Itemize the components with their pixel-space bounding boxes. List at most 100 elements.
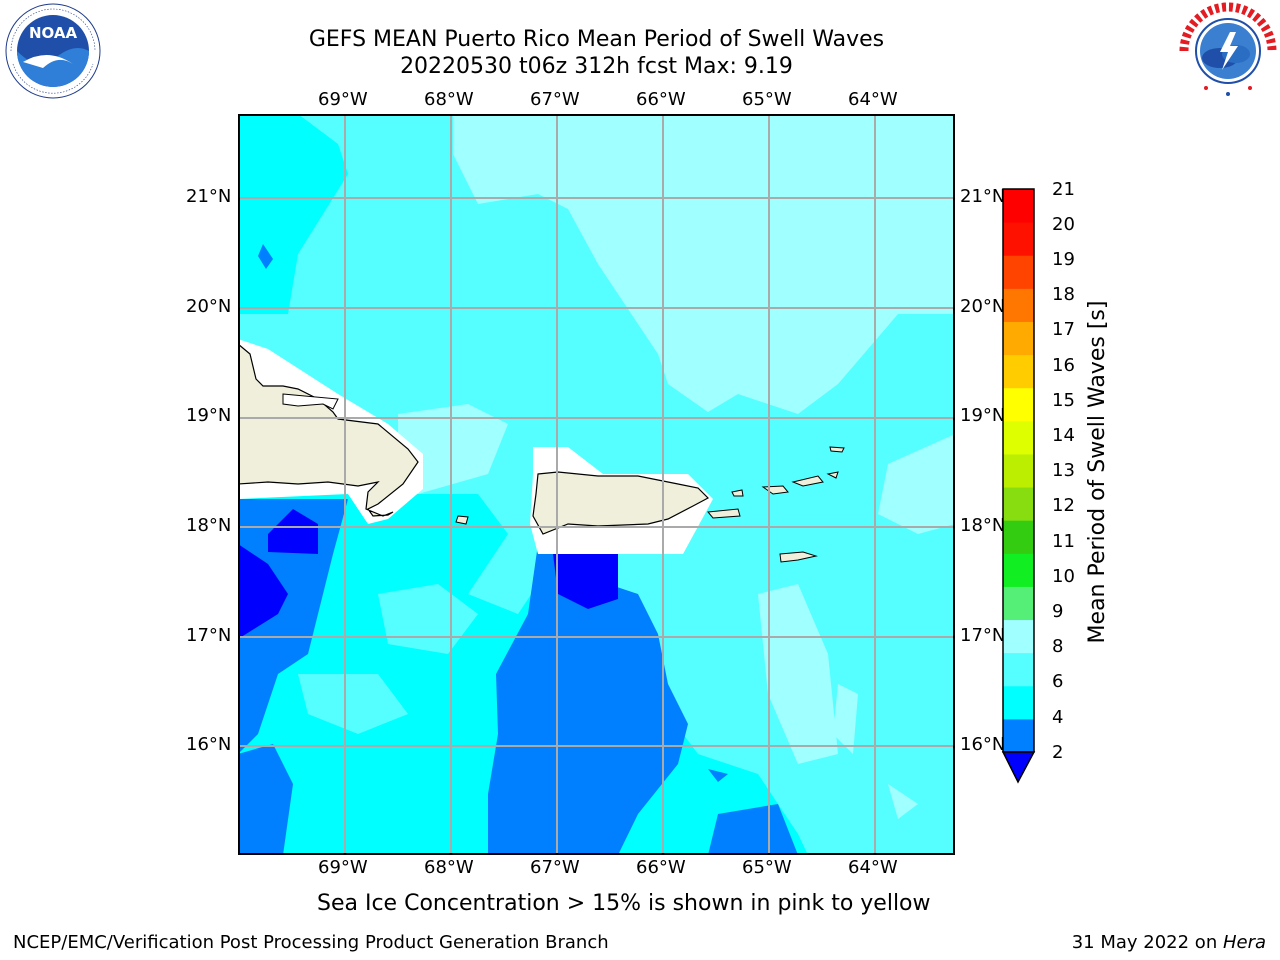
lon-label-bottom: 66°W	[636, 857, 686, 878]
virgin-islands	[791, 475, 824, 487]
colorbar-frame	[1002, 188, 1035, 753]
period-8-9-zone	[398, 404, 508, 494]
colorbar-tick: 13	[1052, 460, 1075, 481]
period-2-4-zone	[488, 544, 688, 854]
lon-label-bottom: 64°W	[848, 857, 898, 878]
lat-label-left: 16°N	[186, 734, 232, 755]
colorbar-tick: 9	[1052, 601, 1064, 622]
colorbar-segment	[1003, 685, 1034, 720]
chart-title-line2: 20220530 t06z 312h fcst Max: 9.19	[400, 54, 793, 79]
colorbar-segment	[1003, 553, 1034, 587]
lon-label-top: 64°W	[848, 89, 898, 110]
colorbar-segment	[1003, 321, 1034, 356]
colorbar-segment	[1003, 420, 1034, 455]
colorbar-segment	[1003, 222, 1034, 256]
colorbar-tick: 10	[1052, 566, 1075, 587]
lat-label-left: 18°N	[186, 515, 232, 536]
chart-title-line1: GEFS MEAN Puerto Rico Mean Period of Swe…	[308, 27, 885, 52]
colorbar-tick: 15	[1052, 390, 1075, 411]
period-6-8-zone	[298, 674, 408, 734]
sea-ice-caption: Sea Ice Concentration > 15% is shown in …	[317, 891, 931, 916]
colorbar-tick: 8	[1052, 636, 1064, 657]
colorbar-tick: 17	[1052, 319, 1075, 340]
lon-label-top: 68°W	[424, 89, 474, 110]
lat-label-right: 18°N	[960, 515, 1006, 536]
colorbar-tick: 20	[1052, 214, 1075, 235]
lon-label-bottom: 68°W	[424, 857, 474, 878]
colorbar-segment	[1003, 487, 1034, 521]
period-under-2-zone	[268, 509, 318, 554]
lat-label-left: 20°N	[186, 296, 232, 317]
colorbar-segment	[1003, 387, 1034, 422]
colorbar-tick: 11	[1052, 531, 1075, 552]
colorbar-tick: 12	[1052, 495, 1075, 516]
lon-label-top: 66°W	[636, 89, 686, 110]
st-croix-island	[779, 551, 818, 563]
colorbar-segment	[1003, 189, 1034, 223]
colorbar-tick: 19	[1052, 249, 1075, 270]
lat-label-right: 19°N	[960, 405, 1006, 426]
colorbar-segment	[1003, 652, 1034, 687]
lon-label-top: 69°W	[318, 89, 368, 110]
period-2-4-zone	[708, 804, 798, 854]
swell-period-map	[238, 114, 955, 855]
footer-date: 31 May 2022 on	[1071, 932, 1223, 953]
nws-logo-icon	[1179, 2, 1277, 97]
colorbar-tick: 16	[1052, 355, 1075, 376]
lat-label-right: 17°N	[960, 625, 1006, 646]
colorbar-segment	[1003, 288, 1034, 322]
period-8-9-zone	[758, 584, 838, 764]
lon-label-bottom: 67°W	[530, 857, 580, 878]
colorbar-tick: 21	[1052, 179, 1075, 200]
lon-label-bottom: 69°W	[318, 857, 368, 878]
colorbar-segment	[1003, 520, 1034, 554]
lat-label-left: 17°N	[186, 625, 232, 646]
period-2-4-zone	[239, 744, 293, 854]
period-2-4-zone	[239, 499, 348, 753]
footer-right: 31 May 2022 on Hera	[1072, 933, 1266, 953]
lat-label-right: 20°N	[960, 296, 1006, 317]
virgin-islands	[826, 471, 839, 479]
vieques-island	[707, 508, 741, 519]
gonave-island	[282, 393, 339, 410]
culebra-island	[731, 489, 744, 497]
hispaniola-land	[239, 344, 419, 517]
period-under-2-zone	[553, 554, 618, 609]
lat-label-left: 21°N	[186, 186, 232, 207]
colorbar-extend-min	[1001, 751, 1036, 784]
period-8-9-zone	[878, 434, 954, 534]
colorbar-tick: 14	[1052, 425, 1075, 446]
footer-host: Hera	[1222, 932, 1266, 953]
footer-left: NCEP/EMC/Verification Post Processing Pr…	[13, 932, 609, 953]
period-2-4-zone	[258, 244, 273, 269]
lat-label-right: 16°N	[960, 734, 1006, 755]
colorbar-tick: 4	[1052, 707, 1064, 728]
colorbar-tick: 6	[1052, 671, 1064, 692]
period-8-9-zone	[833, 684, 858, 754]
period-under-2-zone	[239, 544, 288, 639]
colorbar-segment	[1003, 718, 1034, 753]
map-frame	[238, 114, 955, 855]
colorbar-segment	[1003, 586, 1034, 621]
anegada-island	[829, 446, 845, 453]
colorbar-tick: 18	[1052, 284, 1075, 305]
lat-label-left: 19°N	[186, 405, 232, 426]
lon-label-top: 67°W	[530, 89, 580, 110]
colorbar-segment	[1003, 619, 1034, 654]
colorbar-segment	[1003, 453, 1034, 488]
noaa-logo-icon: NOAA	[5, 3, 101, 99]
colorbar-segment	[1003, 255, 1034, 289]
svg-text:NOAA: NOAA	[29, 24, 78, 42]
lon-label-top: 65°W	[742, 89, 792, 110]
period-8-9-zone	[888, 784, 918, 819]
lat-label-right: 21°N	[960, 186, 1006, 207]
period-8-9-zone	[453, 115, 954, 414]
lon-label-bottom: 65°W	[742, 857, 792, 878]
mona-island	[455, 515, 469, 525]
graticule	[239, 115, 954, 854]
colorbar-segment	[1003, 354, 1034, 389]
colorbar-tick: 2	[1052, 742, 1064, 763]
colorbar	[1001, 188, 1036, 784]
colorbar-label: Mean Period of Swell Waves [s]	[1085, 300, 1110, 644]
period-2-4-zone	[708, 769, 728, 782]
